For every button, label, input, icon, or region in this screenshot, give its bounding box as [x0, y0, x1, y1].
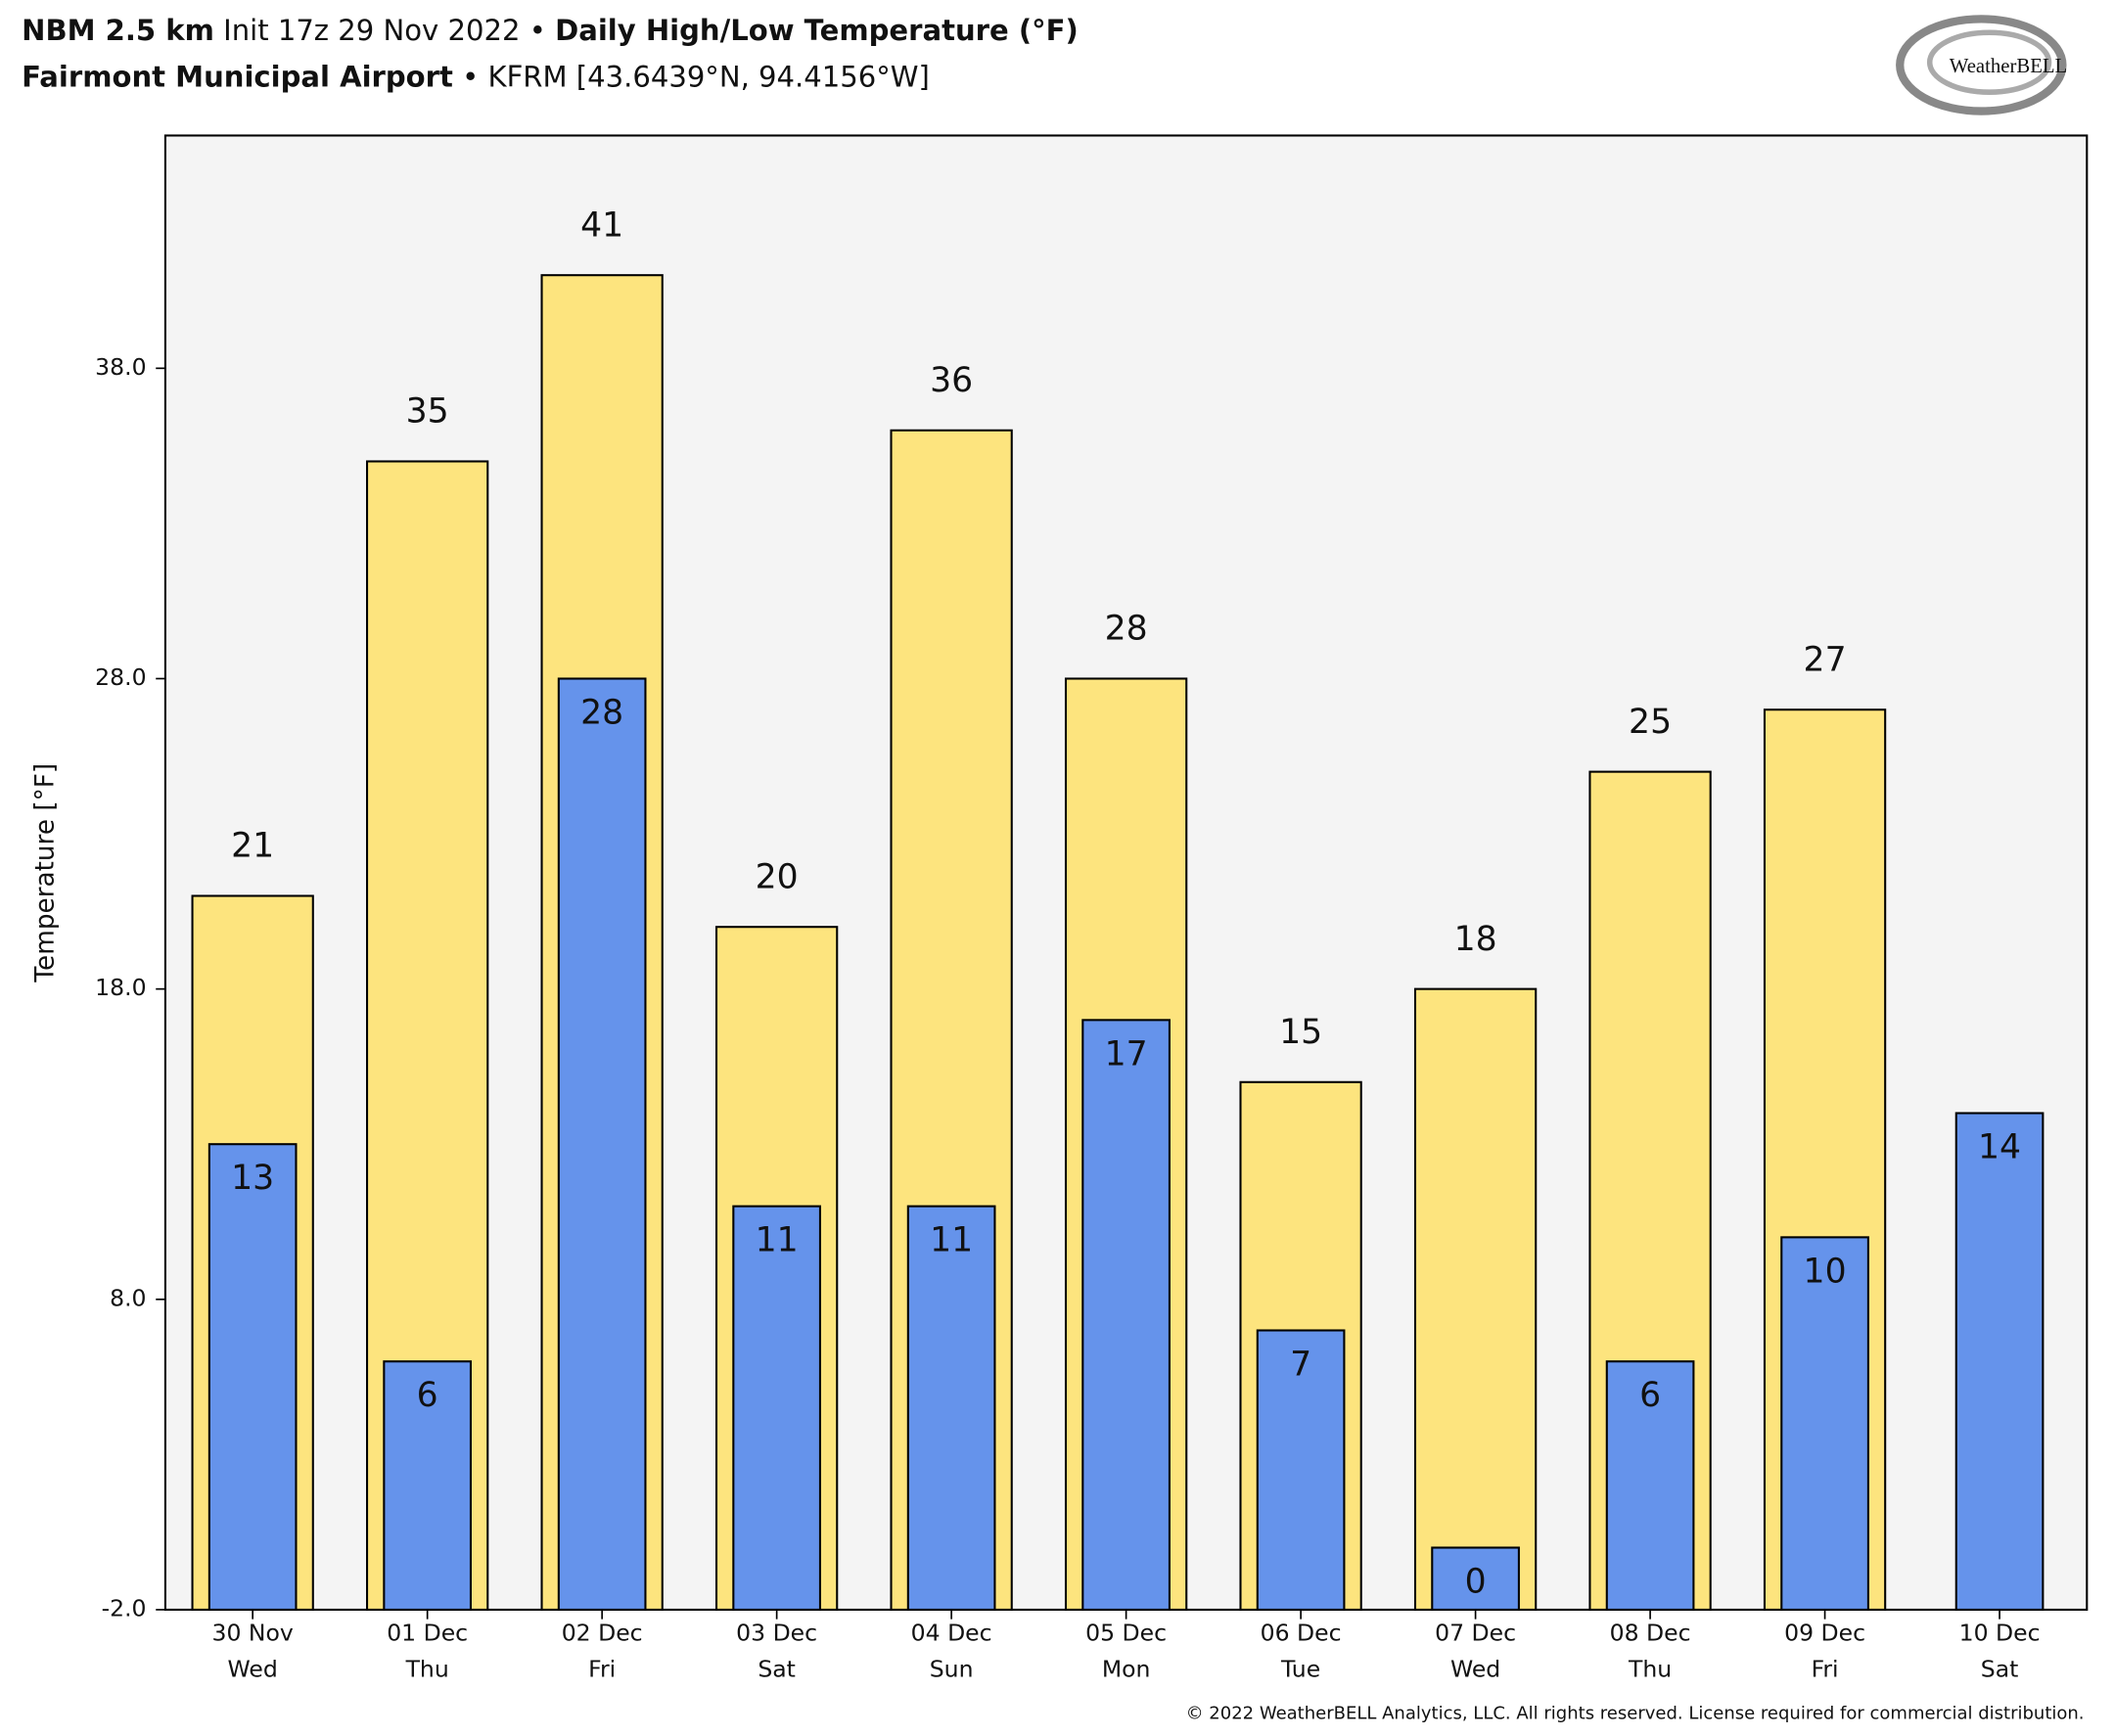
x-tick-label: 02 Dec	[562, 1619, 643, 1646]
high-bar	[1413, 987, 1538, 1611]
logo-text: WeatherBELL	[1950, 56, 2067, 77]
logo: WeatherBELL	[1896, 15, 2067, 115]
value-label: 6	[1639, 1376, 1661, 1415]
footer: © 2022 WeatherBELL Analytics, LLC. All r…	[1186, 1704, 2085, 1724]
value-label: 20	[756, 857, 799, 896]
value-label: 14	[1978, 1127, 2021, 1166]
x-tick-label: Thu	[1628, 1656, 1672, 1683]
x-tick-label: Wed	[228, 1656, 278, 1683]
logo-swirl	[1896, 15, 2067, 115]
x-tick-label: 30 Nov	[212, 1619, 294, 1646]
x-tick-label: 06 Dec	[1261, 1619, 1342, 1646]
value-label: 11	[930, 1221, 973, 1260]
value-label: 21	[231, 827, 274, 866]
x-tick-label: 01 Dec	[387, 1619, 468, 1646]
value-label: 28	[1105, 610, 1148, 649]
value-label: 41	[580, 206, 623, 245]
value-label: 13	[231, 1159, 274, 1198]
x-tick-label: Fri	[1812, 1656, 1839, 1683]
value-label: 25	[1629, 703, 1672, 742]
value-label: 27	[1804, 640, 1847, 679]
x-tick-label: Thu	[405, 1656, 449, 1683]
x-tick-label: Sat	[1981, 1656, 2019, 1683]
value-label: 36	[930, 361, 973, 400]
low-bar	[732, 1205, 821, 1611]
x-tick-label: 07 Dec	[1435, 1619, 1516, 1646]
title-part: •	[529, 14, 546, 47]
value-label: 11	[756, 1221, 799, 1260]
low-bar	[1081, 1019, 1171, 1611]
x-tick-label: Tue	[1280, 1656, 1320, 1683]
low-bar	[383, 1360, 473, 1611]
title-part: NBM 2.5 km	[22, 14, 214, 47]
value-label: 17	[1105, 1034, 1148, 1074]
title-part: Init 17z 29 Nov 2022	[223, 14, 520, 47]
chart-title: NBM 2.5 km Init 17z 29 Nov 2022 • Daily …	[22, 14, 1079, 47]
low-bar	[1780, 1236, 1869, 1611]
chart-subtitle: Fairmont Municipal Airport • KFRM [43.64…	[22, 60, 930, 93]
low-bar	[1431, 1546, 1520, 1611]
y-tick-label: 18.0	[95, 974, 146, 1001]
value-label: 15	[1279, 1013, 1322, 1052]
x-tick-label: 03 Dec	[736, 1619, 817, 1646]
x-tick-label: 04 Dec	[911, 1619, 992, 1646]
subtitle-part: Fairmont Municipal Airport	[22, 60, 453, 93]
x-tick-label: Mon	[1102, 1656, 1151, 1683]
value-label: 35	[406, 392, 449, 432]
plot: -2.0 8.0 18.0 28.0 38.0 30 Nov Wed 21 13 01 Dec Th…	[95, 206, 2045, 1683]
x-tick-label: Sun	[930, 1656, 974, 1683]
x-tick-label: Sat	[758, 1656, 796, 1683]
low-bar	[207, 1143, 298, 1611]
value-label: 7	[1290, 1346, 1311, 1385]
y-tick-label: 8.0	[110, 1284, 146, 1311]
y-tick-label: 28.0	[95, 663, 146, 691]
value-label: 6	[417, 1376, 438, 1415]
low-bar	[906, 1205, 996, 1611]
low-bar	[557, 677, 647, 1611]
x-tick-label: 08 Dec	[1610, 1619, 1691, 1646]
x-tick-label: Wed	[1450, 1656, 1500, 1683]
low-bar	[1256, 1329, 1346, 1611]
value-label: 10	[1804, 1252, 1847, 1291]
x-tick-label: 05 Dec	[1085, 1619, 1167, 1646]
subtitle-part: • KFRM [43.6439°N, 94.4156°W]	[462, 60, 930, 93]
y-axis-label: Temperature [°F]	[31, 763, 61, 983]
y-tick-label: 38.0	[95, 353, 146, 381]
value-label: 28	[580, 693, 623, 732]
value-label: 0	[1465, 1563, 1487, 1602]
low-bar	[1954, 1112, 2045, 1611]
x-tick-label: Fri	[588, 1656, 616, 1683]
y-tick-label: -2.0	[102, 1594, 147, 1622]
logo-swirl	[1926, 29, 2052, 95]
low-bar	[1605, 1360, 1695, 1611]
title-part: Daily High/Low Temperature (°F)	[555, 14, 1079, 47]
value-label: 18	[1454, 920, 1497, 959]
x-tick-label: 10 Dec	[1959, 1619, 2041, 1646]
x-tick-label: 09 Dec	[1784, 1619, 1865, 1646]
